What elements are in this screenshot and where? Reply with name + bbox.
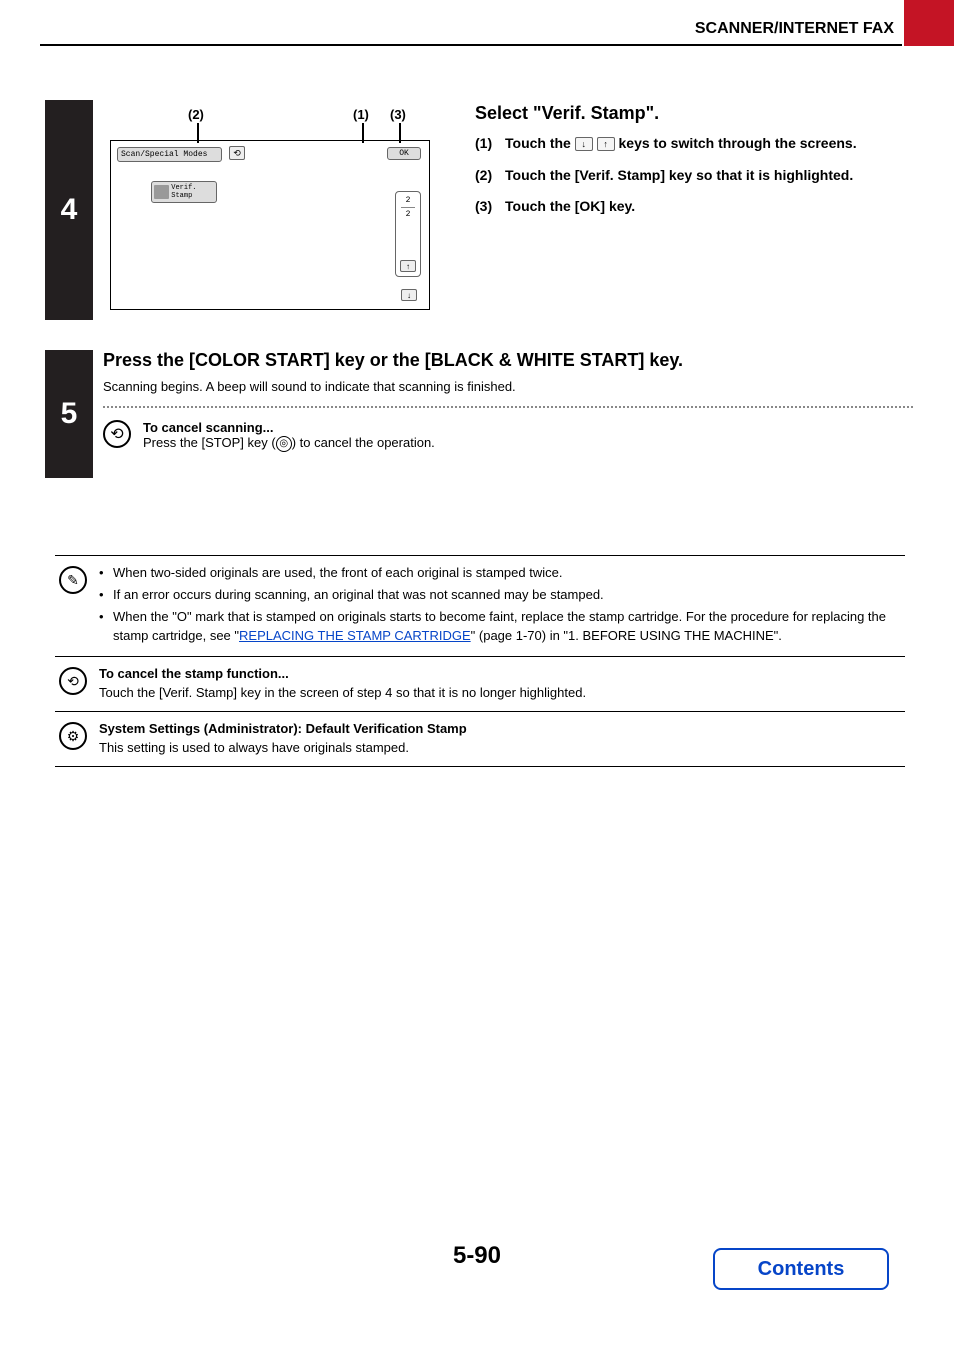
pager-box: 2 2 ↑	[395, 191, 421, 277]
up-arrow-icon: ↑	[597, 137, 615, 151]
info-section: ✎ When two-sided originals are used, the…	[55, 555, 905, 767]
system-settings-title: System Settings (Administrator): Default…	[99, 720, 899, 739]
step-number-5: 5	[45, 350, 93, 478]
red-corner-banner	[904, 0, 954, 46]
cancel-stamp-body: Touch the [Verif. Stamp] key in the scre…	[99, 684, 899, 703]
step5-title: Press the [COLOR START] key or the [BLAC…	[103, 350, 913, 371]
pager-down-button[interactable]: ↓	[401, 289, 417, 301]
replace-cartridge-link[interactable]: REPLACING THE STAMP CARTRIDGE	[239, 628, 471, 643]
instr-num-3: (3)	[475, 197, 505, 217]
step-number-4: 4	[45, 100, 93, 320]
note-bullet-2: If an error occurs during scanning, an o…	[113, 586, 604, 605]
stop-key-icon	[276, 436, 292, 452]
step5-description: Scanning begins. A beep will sound to in…	[103, 379, 913, 394]
cancel-stamp-title: To cancel the stamp function...	[99, 665, 899, 684]
pager-total: 2	[406, 210, 411, 219]
callout-label-1: (1)	[353, 107, 369, 122]
instr-text-2: Touch the [Verif. Stamp] key so that it …	[505, 166, 895, 186]
header-rule	[40, 44, 902, 46]
pager-divider	[401, 207, 415, 208]
screen-mode-label[interactable]: Scan/Special Modes	[117, 147, 222, 162]
callout-label-2: (2)	[188, 107, 204, 122]
note-bullet-1: When two-sided originals are used, the f…	[113, 564, 562, 583]
stamp-icon	[154, 185, 169, 199]
note-bullet-3: When the "O" mark that is stamped on ori…	[113, 608, 899, 646]
undo-icon-2: ⟲	[59, 667, 87, 695]
instr-text-1: Touch the ↓ ↑ keys to switch through the…	[505, 134, 895, 154]
instr-num-2: (2)	[475, 166, 505, 186]
dotted-divider	[103, 406, 913, 408]
note-icon: ✎	[59, 566, 87, 594]
cancel-scan-body: Press the [STOP] key () to cancel the op…	[143, 435, 435, 452]
verif-stamp-label: Verif. Stamp	[171, 184, 214, 200]
cancel-scan-title: To cancel scanning...	[143, 420, 435, 435]
verif-stamp-button[interactable]: Verif. Stamp	[151, 181, 217, 203]
down-arrow-icon: ↓	[575, 137, 593, 151]
step4-instructions: (1) Touch the ↓ ↑ keys to switch through…	[475, 134, 895, 217]
step4-title: Select "Verif. Stamp".	[475, 103, 895, 124]
instr-num-1: (1)	[475, 134, 505, 154]
system-settings-body: This setting is used to always have orig…	[99, 739, 899, 758]
device-screen-mockup: Scan/Special Modes ⟲ OK Verif. Stamp 2 2…	[110, 140, 430, 310]
screen-ok-button[interactable]: OK	[387, 147, 421, 160]
callout-label-3: (3)	[390, 107, 406, 122]
undo-icon: ⟲	[103, 420, 131, 448]
instr-text-3: Touch the [OK] key.	[505, 197, 895, 217]
screen-back-button[interactable]: ⟲	[229, 146, 245, 160]
page-header-title: SCANNER/INTERNET FAX	[695, 20, 894, 38]
note-bullets: When two-sided originals are used, the f…	[99, 564, 899, 645]
contents-button[interactable]: Contents	[713, 1248, 889, 1290]
gear-icon: ⚙	[59, 722, 87, 750]
pager-current: 2	[406, 196, 411, 205]
pager-up-button[interactable]: ↑	[400, 260, 416, 272]
